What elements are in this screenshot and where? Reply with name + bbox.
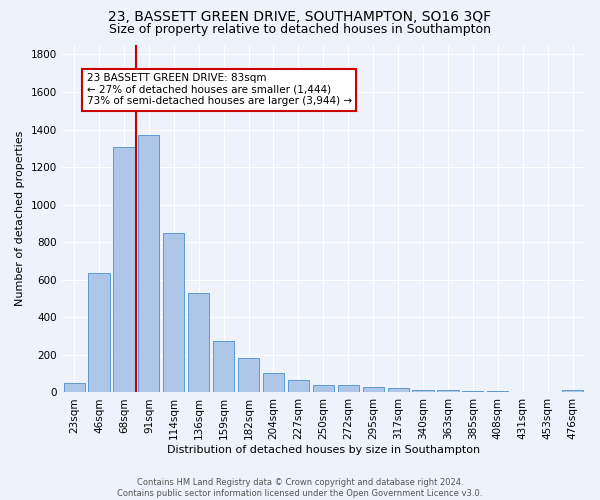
Y-axis label: Number of detached properties: Number of detached properties: [15, 131, 25, 306]
Text: Size of property relative to detached houses in Southampton: Size of property relative to detached ho…: [109, 22, 491, 36]
Bar: [188, 293, 209, 392]
Bar: [462, 391, 484, 392]
Bar: [288, 380, 309, 392]
Bar: [64, 383, 85, 392]
Bar: [388, 388, 409, 392]
Bar: [138, 135, 160, 392]
Bar: [238, 358, 259, 392]
Bar: [88, 272, 110, 392]
Text: 23 BASSETT GREEN DRIVE: 83sqm
← 27% of detached houses are smaller (1,444)
73% o: 23 BASSETT GREEN DRIVE: 83sqm ← 27% of d…: [86, 73, 352, 106]
Bar: [263, 372, 284, 392]
Bar: [213, 341, 234, 392]
Bar: [163, 233, 184, 392]
Text: Contains HM Land Registry data © Crown copyright and database right 2024.
Contai: Contains HM Land Registry data © Crown c…: [118, 478, 482, 498]
Bar: [487, 391, 508, 392]
Bar: [313, 386, 334, 392]
X-axis label: Distribution of detached houses by size in Southampton: Distribution of detached houses by size …: [167, 445, 480, 455]
Bar: [338, 386, 359, 392]
Bar: [562, 390, 583, 392]
Bar: [113, 148, 134, 392]
Bar: [437, 390, 458, 392]
Bar: [412, 390, 434, 392]
Bar: [362, 387, 384, 392]
Text: 23, BASSETT GREEN DRIVE, SOUTHAMPTON, SO16 3QF: 23, BASSETT GREEN DRIVE, SOUTHAMPTON, SO…: [109, 10, 491, 24]
